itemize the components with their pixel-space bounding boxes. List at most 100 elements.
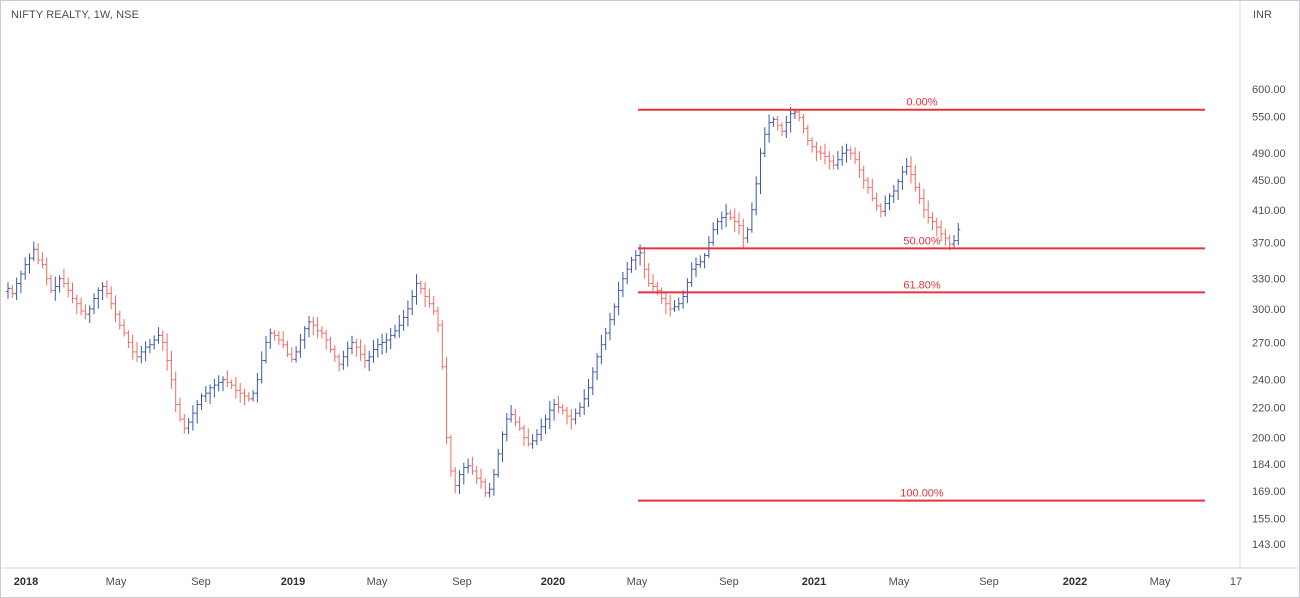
bar-up (410, 290, 415, 315)
bar-up (397, 315, 402, 338)
bar-down (831, 154, 836, 170)
bar-up (367, 350, 372, 371)
bar-down (182, 414, 187, 434)
currency-label: INR (1253, 9, 1272, 21)
bar-down (160, 330, 165, 352)
price-tick-label: 240.00 (1252, 375, 1286, 387)
bar-up (393, 324, 397, 339)
bar-up (186, 417, 191, 434)
bar-down (474, 465, 479, 485)
bar-up (599, 334, 604, 365)
price-tick-label: 200.00 (1252, 433, 1286, 445)
time-tick-label: May (889, 576, 910, 588)
bar-up (371, 340, 376, 363)
bar-down (565, 406, 569, 425)
bar-up (539, 418, 544, 441)
bar-down (913, 164, 918, 192)
fib-level-label: 50.00% (903, 235, 941, 247)
bar-down (569, 409, 574, 430)
bar-up (543, 414, 548, 435)
bar-down (40, 252, 45, 269)
bar-up (212, 379, 217, 398)
bar-down (354, 338, 359, 357)
time-axis[interactable]: 2018 May Sep 2019 May Sep 2020 May Sep 2021 May Sep… (14, 576, 1242, 588)
bar-up (500, 431, 505, 463)
bar-up (689, 262, 694, 287)
bar-down (328, 336, 333, 353)
bar-down (522, 424, 526, 446)
bar-down (874, 192, 879, 211)
bar-up (900, 166, 905, 190)
bar-down (311, 316, 316, 336)
bar-up (835, 151, 840, 170)
price-tick-label: 220.00 (1252, 402, 1286, 414)
bar-down (878, 203, 883, 218)
bar-down (861, 165, 866, 189)
bar-up (375, 338, 380, 358)
bar-down (66, 277, 71, 298)
price-tick-label: 270.00 (1252, 337, 1286, 349)
bar-down (423, 282, 428, 307)
bar-up (573, 408, 578, 425)
bar-down (737, 212, 741, 235)
bar-up (749, 202, 754, 233)
bar-up (384, 333, 389, 353)
bar-up (388, 327, 393, 350)
bar-up (143, 341, 148, 362)
bar-up (767, 114, 772, 143)
bar-up (891, 185, 896, 204)
bar-up (466, 458, 471, 474)
bar-down (173, 371, 178, 413)
fib-level-label: 0.00% (906, 97, 937, 109)
bar-down (853, 147, 858, 165)
bar-down (225, 370, 230, 388)
bar-up (771, 116, 776, 127)
bar-down (418, 280, 423, 294)
bar-up (608, 312, 612, 341)
bar-down (801, 114, 806, 134)
bar-down (427, 288, 432, 308)
bar-down (272, 330, 277, 341)
bar-up (629, 256, 634, 273)
time-tick-label: 2018 (14, 576, 38, 588)
bar-down (483, 478, 488, 497)
time-tick-label: Sep (452, 576, 472, 588)
time-tick-label: Sep (979, 576, 999, 588)
bar-down (122, 319, 127, 337)
price-axis[interactable]: 600.00 550.00 490.00 450.00 410.00 370.00 330.… (1252, 84, 1286, 551)
bar-up (457, 470, 462, 494)
bar-up (298, 333, 303, 358)
bar-up (156, 327, 161, 344)
bar-up (547, 400, 552, 430)
price-tick-label: 330.00 (1252, 274, 1286, 286)
price-tick-label: 169.00 (1252, 486, 1286, 498)
bar-down (358, 339, 363, 361)
bar-up (887, 193, 892, 211)
price-tick-label: 550.00 (1252, 112, 1286, 124)
bar-down (74, 294, 79, 315)
bar-up (350, 335, 354, 355)
bar-down (332, 345, 337, 362)
bar-down (431, 295, 436, 315)
bar-down (917, 182, 922, 204)
bar-down (479, 468, 483, 489)
bar-up (27, 253, 32, 274)
bar-up (702, 253, 707, 269)
bar-down (337, 354, 342, 372)
bar-up (504, 413, 509, 442)
bar-up (694, 257, 698, 278)
bar-up (100, 282, 105, 301)
bar-up (147, 338, 152, 354)
bar-up (595, 353, 600, 381)
bar-up (603, 327, 608, 350)
bar-up (18, 270, 23, 294)
bar-up (216, 375, 221, 392)
chart-title: NIFTY REALTY, 1W, NSE (11, 9, 140, 21)
time-tick-label: 2022 (1063, 576, 1087, 588)
fibonacci-retracement[interactable]: 0.00% 50.00% 61.80% 100.00% (638, 97, 1205, 502)
bar-up (715, 218, 720, 235)
bar-down (814, 141, 819, 162)
bar-down (315, 317, 320, 339)
